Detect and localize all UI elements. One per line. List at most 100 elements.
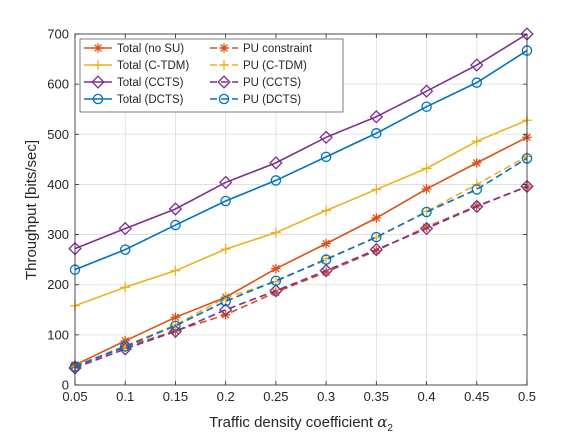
y-tick-label: 500	[47, 127, 69, 142]
y-tick-label: 100	[47, 327, 69, 342]
series-pu-constraint-line	[74, 186, 528, 367]
series-total-ccts-marker	[168, 202, 183, 216]
series-total-ccts-marker	[470, 58, 484, 72]
series-pu-c-tdm-marker	[371, 232, 382, 243]
x-tick-label: 0.05	[62, 389, 87, 404]
plot-area-frame	[74, 33, 528, 386]
y-axis-label: Throughput [bits/sec]	[23, 140, 40, 280]
series-total-dcts-marker	[320, 151, 332, 163]
series-pu-dcts-marker	[371, 231, 382, 243]
legend-item-total-ccts-label: Total (CCTS)	[117, 77, 184, 89]
legend-box	[79, 38, 344, 113]
series-total-dcts-marker	[421, 101, 432, 112]
y-tick-label: 300	[47, 227, 69, 242]
series-pu-ccts-line	[74, 185, 528, 369]
series-pu-ccts-marker	[269, 284, 283, 298]
series-pu-ccts-marker	[118, 342, 132, 356]
series-total-dcts-line	[74, 49, 528, 271]
y-tick-label: 700	[47, 27, 69, 42]
x-tick-label: 0.35	[364, 389, 389, 404]
legend-item-total-no-su: Total (no SU)	[84, 43, 184, 55]
series-total-dcts	[69, 45, 533, 275]
series-total-ccts-line	[74, 33, 528, 250]
x-tick-label: 0.15	[163, 389, 188, 404]
series-total-no-su-marker	[421, 184, 432, 194]
series-total-no-su-marker	[371, 213, 382, 223]
series-pu-dcts-marker	[320, 254, 332, 265]
series-pu-dcts-marker	[170, 320, 181, 332]
series-total-dcts-marker	[119, 244, 131, 255]
legend-item-total-no-su-label: Total (no SU)	[117, 43, 184, 55]
x-tick-label: 0.1	[116, 389, 134, 404]
series-total-dcts-marker	[371, 128, 382, 139]
legend-item-pu-constraint-label: PU constraint	[243, 43, 313, 55]
series-total-ccts	[68, 27, 534, 256]
x-axis-label-text: Traffic density coefficient	[209, 414, 377, 431]
legend-item-total-no-su-marker	[93, 43, 103, 53]
series-total-c-tdm-marker	[120, 282, 131, 293]
y-tick-label: 0	[62, 378, 69, 393]
legend-item-pu-constraint-marker	[219, 43, 229, 53]
legend-item-total-ccts: Total (CCTS)	[84, 75, 184, 89]
legend: Total (no SU) PU constraint Total (C-TDM) P…	[79, 38, 344, 113]
series-total-no-su-marker	[321, 238, 331, 249]
series-total-ccts-marker	[319, 130, 333, 145]
x-tick-label: 0.45	[464, 389, 489, 404]
x-tick-label: 0.25	[263, 389, 288, 404]
series-total-no-su-marker	[170, 312, 181, 323]
legend-item-pu-c-tdm: PU (C-TDM)	[210, 60, 307, 72]
series-pu-dcts-marker	[471, 184, 483, 195]
legend-item-pu-ccts-label: PU (CCTS)	[243, 77, 301, 89]
tick-group: 0.05 0.1 0.15 0.2 0.25 0.3 0.35 0.4 0.45 0.5 0 100 2…	[47, 27, 536, 405]
series-total-c-tdm-marker	[170, 265, 181, 276]
series-total-c-tdm-marker	[220, 244, 231, 255]
legend-item-total-ccts-marker	[91, 75, 105, 89]
series-pu-ccts	[68, 179, 534, 375]
x-tick-label: 0.3	[317, 389, 335, 404]
series-total-c-tdm-marker	[471, 136, 482, 147]
series-pu-ccts-marker	[319, 263, 333, 278]
series-total-ccts-marker	[269, 156, 283, 170]
legend-item-pu-c-tdm-label: PU (C-TDM)	[243, 60, 307, 72]
legend-item-pu-ccts-marker	[217, 75, 231, 89]
y-tick-label: 200	[47, 277, 69, 292]
legend-item-total-c-tdm-label: Total (C-TDM)	[117, 60, 189, 72]
series-total-dcts-marker	[471, 77, 483, 88]
legend-item-pu-dcts-label: PU (DCTS)	[243, 94, 301, 106]
series-total-dcts-marker	[270, 175, 282, 186]
series-pu-c-tdm-marker	[421, 206, 432, 217]
legend-item-pu-c-tdm-marker	[219, 60, 229, 70]
series-total-c-tdm-marker	[321, 205, 332, 216]
legend-item-pu-dcts-marker	[218, 93, 230, 105]
series-pu-dcts-marker	[119, 341, 131, 352]
x-axis-label-subscript: 2	[387, 423, 393, 434]
series-total-no-su-marker	[120, 336, 131, 346]
series-total-ccts-marker	[369, 110, 384, 124]
series-pu-dcts-line	[74, 157, 528, 368]
legend-item-total-dcts-marker	[92, 93, 104, 105]
x-tick-label: 0.2	[217, 389, 235, 404]
y-tick-label: 400	[47, 177, 69, 192]
series-group	[68, 27, 534, 375]
series-total-c-tdm-marker	[421, 163, 432, 174]
series-pu-ccts-marker	[419, 221, 434, 236]
legend-item-total-dcts: Total (DCTS)	[84, 93, 184, 106]
legend-item-pu-dcts: PU (DCTS)	[210, 93, 301, 106]
y-tick-label: 600	[47, 77, 69, 92]
series-total-ccts-marker	[218, 175, 233, 190]
series-pu-dcts-marker	[421, 206, 432, 218]
series-total-c-tdm-marker	[371, 184, 382, 195]
legend-item-total-c-tdm: Total (C-TDM)	[84, 60, 189, 72]
series-total-no-su-marker	[471, 158, 482, 168]
series-pu-dcts-marker	[220, 296, 231, 307]
legend-item-pu-constraint: PU constraint	[210, 43, 313, 55]
series-total-c-tdm-line	[74, 119, 528, 307]
legend-item-total-dcts-label: Total (DCTS)	[117, 94, 184, 106]
series-total-ccts-marker	[419, 84, 434, 98]
series-pu-ccts-marker	[218, 303, 233, 317]
x-tick-label: 0.5	[518, 389, 536, 404]
series-total-c-tdm-marker	[270, 227, 281, 238]
x-axis-label: Traffic density coefficient α2	[209, 413, 393, 434]
